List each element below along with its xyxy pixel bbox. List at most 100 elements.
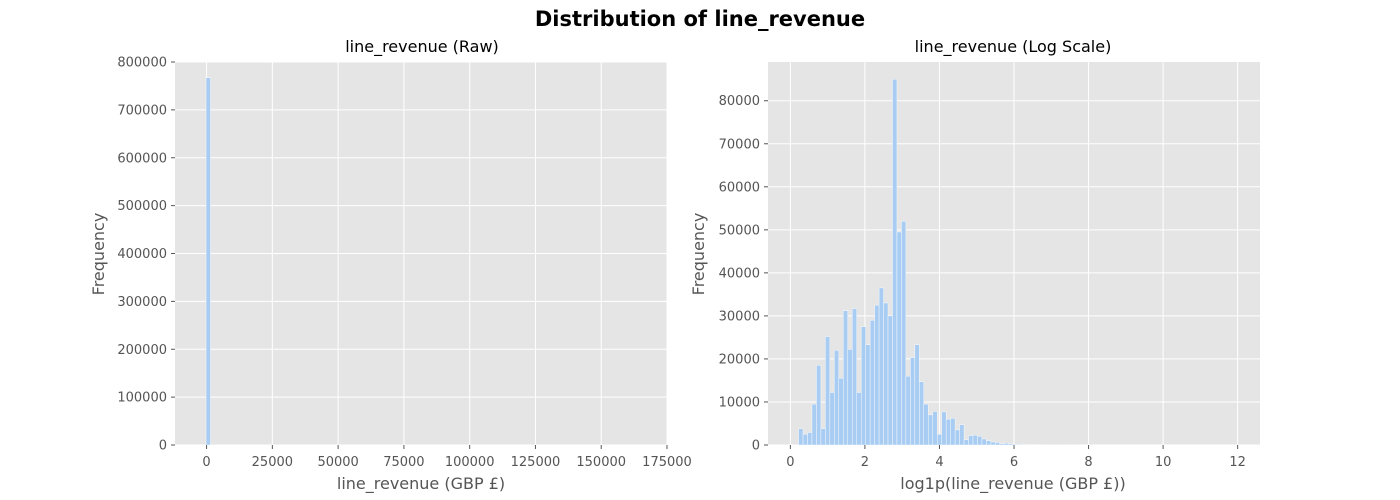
log-histogram-bar: [802, 434, 808, 446]
log-histogram-bar: [990, 441, 996, 446]
raw-y-tick-label: 0: [159, 439, 167, 454]
log-x-tick-label: 6: [1010, 455, 1018, 470]
log-histogram-bar: [972, 434, 978, 446]
raw-bars: [205, 77, 216, 446]
log-histogram-bar: [950, 418, 956, 446]
log-histogram-bar: [999, 443, 1005, 446]
log-y-tick-label: 0: [752, 439, 760, 454]
log-y-tick-label: 20000: [719, 352, 760, 367]
raw-x-tick-label: 0: [202, 455, 210, 470]
log-histogram-bar: [923, 403, 929, 446]
log-y-tick-label: 80000: [719, 94, 760, 109]
raw-x-axis: 0 25000 50000 75000 100000 125000 150000 175000: [202, 445, 692, 470]
log-histogram-bar: [847, 349, 853, 446]
log-histogram-bar: [928, 414, 933, 446]
log-histogram-bar: [968, 435, 974, 446]
log-histogram-bar: [986, 440, 992, 446]
log-histogram-bar: [941, 411, 947, 446]
log-y-tick-label: 50000: [719, 223, 760, 238]
raw-x-tick-label: 75000: [383, 455, 424, 470]
log-x-axis-label: log1p(line_revenue (GBP £)): [900, 474, 1125, 494]
raw-y-tick-label: 700000: [117, 103, 167, 118]
log-histogram-bar: [905, 375, 911, 446]
figure-title: Distribution of line_revenue: [535, 7, 865, 31]
log-histogram-bar: [896, 231, 902, 446]
log-histogram-bar: [919, 381, 924, 446]
log-histogram-bar: [959, 424, 965, 446]
log-x-tick-label: 10: [1155, 455, 1172, 470]
log-x-tick-label: 12: [1229, 455, 1246, 470]
log-histogram-bar: [829, 392, 835, 446]
raw-histogram-bar: [205, 77, 211, 446]
log-histogram-panel: line_revenue (Log Scale) 0 2 4 6 8 10 12 0 1000…: [689, 37, 1260, 494]
raw-histogram-panel: line_revenue (Raw) 0 25000 50000 75000 10000…: [89, 37, 692, 494]
log-histogram-bar: [932, 411, 938, 446]
log-x-tick-label: 0: [786, 455, 794, 470]
raw-gridlines: [175, 61, 668, 446]
log-histogram-bar: [856, 392, 862, 446]
log-histogram-bar: [838, 378, 844, 446]
log-x-tick-label: 4: [935, 455, 943, 470]
log-y-tick-label: 30000: [719, 309, 760, 324]
raw-x-axis-label: line_revenue (GBP £): [337, 474, 505, 494]
log-histogram-bar: [825, 336, 831, 446]
raw-y-tick-label: 500000: [117, 199, 167, 214]
raw-x-tick-label: 100000: [445, 455, 495, 470]
log-histogram-bar: [1022, 444, 1027, 446]
log-histogram-bar: [798, 428, 804, 446]
raw-y-tick-label: 100000: [117, 391, 167, 406]
log-histogram-bar: [981, 438, 987, 446]
log-histogram-bar: [1008, 443, 1014, 446]
log-x-tick-label: 8: [1084, 455, 1092, 470]
raw-histogram-title: line_revenue (Raw): [345, 37, 499, 57]
raw-x-tick-label: 125000: [511, 455, 561, 470]
log-histogram-bar: [865, 344, 871, 446]
log-bars: [798, 79, 1220, 446]
raw-y-tick-label: 400000: [117, 247, 167, 262]
log-histogram-bar: [816, 365, 822, 446]
raw-y-axis: 0 100000 200000 300000 400000 500000 600000 700…: [117, 56, 175, 454]
raw-x-tick-label: 150000: [576, 455, 626, 470]
log-histogram-bar: [869, 320, 875, 446]
log-histogram-bar: [883, 302, 889, 446]
log-histogram-bar: [874, 304, 880, 446]
log-histogram-bar: [901, 221, 907, 446]
log-y-tick-label: 70000: [719, 137, 760, 152]
log-histogram-bar: [1013, 444, 1018, 446]
log-y-tick-label: 60000: [719, 180, 760, 195]
log-histogram-bar: [860, 326, 866, 446]
log-histogram-bar: [820, 428, 826, 446]
raw-x-tick-label: 175000: [642, 455, 692, 470]
raw-y-tick-label: 200000: [117, 343, 167, 358]
log-histogram-bar: [878, 287, 884, 446]
raw-x-tick-label: 50000: [317, 455, 358, 470]
log-y-axis-label: Frequency: [689, 213, 708, 296]
log-histogram-bar: [807, 432, 813, 446]
log-histogram-title: line_revenue (Log Scale): [915, 37, 1112, 57]
log-y-axis: 0 10000 20000 30000 40000 50000 60000 70000 8000…: [719, 94, 768, 454]
log-histogram-bar: [811, 403, 817, 446]
log-histogram-bar: [910, 357, 916, 446]
log-histogram-bar: [892, 79, 898, 446]
log-histogram-bar: [914, 344, 920, 446]
raw-y-axis-label: Frequency: [89, 213, 108, 296]
log-histogram-bar: [977, 436, 983, 446]
raw-y-tick-label: 600000: [117, 151, 167, 166]
raw-x-tick-label: 25000: [252, 455, 293, 470]
log-histogram-bar: [963, 439, 969, 446]
log-histogram-bar: [937, 434, 942, 446]
log-histogram-bar: [834, 350, 840, 446]
log-histogram-bar: [843, 310, 848, 446]
log-histogram-bar: [995, 442, 1001, 446]
log-x-axis: 0 2 4 6 8 10 12: [786, 445, 1246, 470]
log-x-tick-label: 2: [861, 455, 869, 470]
log-histogram-bar: [1017, 444, 1023, 446]
log-histogram-bar: [887, 315, 893, 446]
log-y-tick-label: 10000: [719, 395, 760, 410]
log-y-tick-label: 40000: [719, 266, 760, 281]
raw-y-tick-label: 300000: [117, 295, 167, 310]
log-histogram-bar: [954, 429, 960, 446]
log-histogram-bar: [852, 308, 857, 446]
raw-y-tick-label: 800000: [117, 56, 167, 71]
